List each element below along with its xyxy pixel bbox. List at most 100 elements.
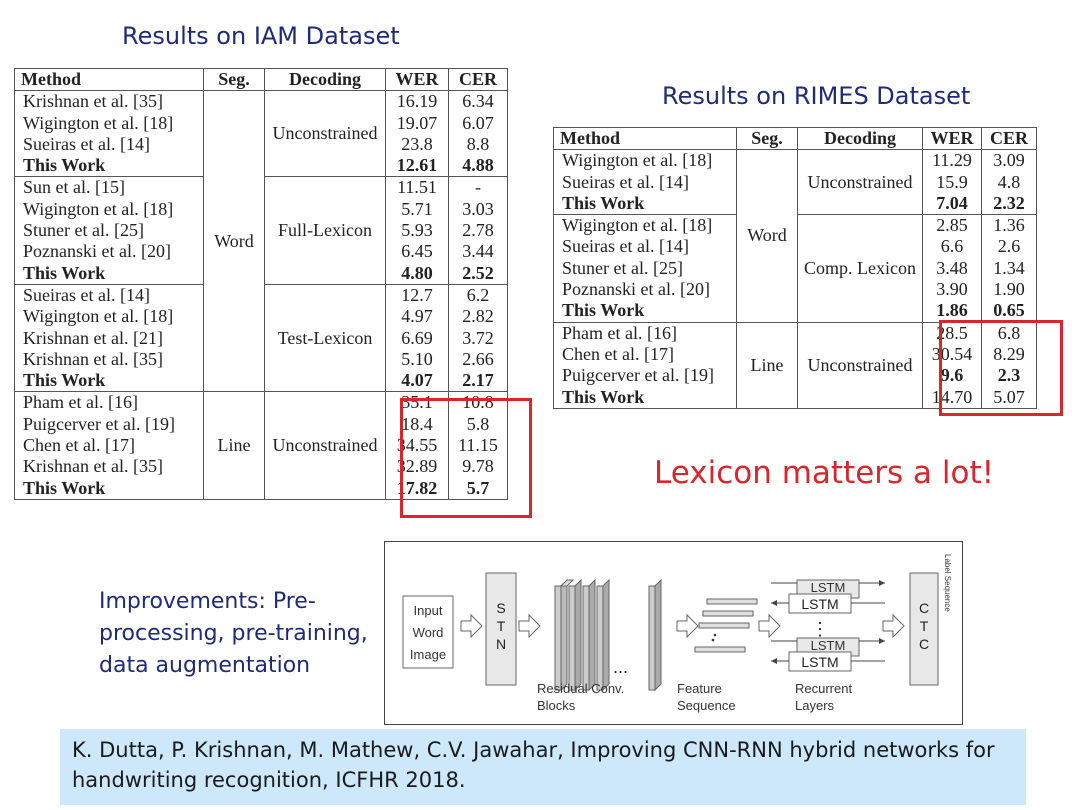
table-row: Stuner et al. [25] 5.93 2.78 bbox=[14, 220, 508, 242]
table-row: This Work 4.07 2.17 bbox=[14, 370, 508, 393]
iam-header-seg: Seg. bbox=[203, 67, 265, 92]
method-cell: Poznanski et al. [20] bbox=[553, 279, 737, 301]
cer-cell: 6.34 bbox=[448, 90, 508, 113]
method-cell: Sueiras et al. [14] bbox=[14, 133, 204, 156]
feature-label-2: Sequence bbox=[677, 698, 736, 713]
ctc-letter-c2: C bbox=[919, 636, 929, 652]
rimes-results-table: Method Seg. Decoding WER CER Wigington et al… bbox=[553, 126, 1037, 409]
table-row: Wigington et al. [18] Comp. Lexicon 2.85 1.… bbox=[553, 214, 1037, 323]
method-cell: Sueiras et al. [14] bbox=[14, 283, 204, 307]
method-cell: Krishnan et al. [35] bbox=[14, 348, 204, 371]
cer-cell: 1.90 bbox=[981, 279, 1037, 301]
table-row: Poznanski et al. [20] 6.45 3.44 bbox=[14, 241, 508, 263]
rimes-title: Results on RIMES Dataset bbox=[662, 82, 971, 110]
method-cell: This Work bbox=[14, 370, 204, 393]
table-row: Wigington et al. [18] 4.97 2.82 bbox=[14, 306, 508, 328]
decoding-cell: Unconstrained bbox=[797, 149, 923, 216]
rimes-header-row: Method Seg. Decoding WER CER bbox=[553, 126, 1037, 151]
residual-conv-blocks bbox=[554, 578, 662, 692]
table-row: This Work 14.70 5.07 bbox=[553, 386, 1037, 409]
table-row: Puigcerver et al. [19] 9.6 2.3 bbox=[553, 365, 1037, 387]
cer-cell: 2.32 bbox=[981, 192, 1037, 216]
cer-cell: 3.03 bbox=[448, 198, 508, 221]
wer-cell: 3.90 bbox=[922, 279, 982, 301]
table-row: Poznanski et al. [20] 3.90 1.90 bbox=[553, 279, 1037, 301]
residual-label-1: Residual Conv. bbox=[537, 681, 624, 696]
wer-cell: 6.69 bbox=[385, 327, 449, 349]
table-row: This Work 1.86 0.65 bbox=[553, 300, 1037, 323]
lexicon-matters-note: Lexicon matters a lot! bbox=[654, 455, 995, 491]
cer-cell: 8.29 bbox=[981, 343, 1037, 366]
method-cell: Sueiras et al. [14] bbox=[553, 171, 737, 193]
iam-header-cer: CER bbox=[448, 67, 508, 92]
table-row: Chen et al. [17] 30.54 8.29 bbox=[553, 343, 1037, 366]
table-row: Puigcerver et al. [19] 18.4 5.8 bbox=[14, 413, 508, 436]
cer-cell: - bbox=[448, 176, 508, 199]
method-cell: This Work bbox=[553, 192, 737, 216]
method-cell: Stuner et al. [25] bbox=[14, 220, 204, 242]
input-word-image-box bbox=[402, 595, 454, 669]
method-cell: Pham et al. [16] bbox=[553, 321, 737, 344]
lstm-stack-top bbox=[771, 579, 885, 614]
segmentation-cell: Word bbox=[203, 90, 265, 393]
wer-cell: 7.04 bbox=[922, 192, 982, 216]
table-row: Wigington et al. [18] Word Unconstrained 11… bbox=[553, 149, 1037, 323]
table-row: Wigington et al. [18] 5.71 3.03 bbox=[14, 198, 508, 221]
method-cell: Chen et al. [17] bbox=[553, 343, 737, 366]
input-label-1: Input bbox=[414, 603, 443, 618]
segmentation-cell: Line bbox=[203, 391, 265, 500]
label-sequence-text: Label Sequence bbox=[943, 554, 952, 612]
wer-cell: 2.85 bbox=[922, 214, 982, 237]
cer-cell: 6.2 bbox=[448, 283, 508, 307]
cer-cell: 2.17 bbox=[448, 370, 508, 393]
wer-cell: 11.51 bbox=[385, 176, 449, 199]
wer-cell: 5.71 bbox=[385, 198, 449, 221]
cer-cell: 4.88 bbox=[448, 155, 508, 178]
method-cell: Wigington et al. [18] bbox=[14, 198, 204, 221]
method-cell: Pham et al. [16] bbox=[14, 391, 204, 414]
method-cell: Krishnan et al. [35] bbox=[14, 90, 204, 113]
stn-block bbox=[485, 572, 517, 686]
method-cell: Sueiras et al. [14] bbox=[553, 236, 737, 258]
citation-box: K. Dutta, P. Krishnan, M. Mathew, C.V. J… bbox=[60, 729, 1026, 805]
ctc-letter-c1: C bbox=[919, 600, 929, 616]
stn-letter-n: N bbox=[496, 636, 506, 652]
method-cell: Puigcerver et al. [19] bbox=[14, 413, 204, 436]
rimes-header-decoding: Decoding bbox=[797, 126, 923, 151]
table-row: Sueiras et al. [14] Test-Lexicon 12.7 6.2 bbox=[14, 283, 508, 393]
decoding-cell: Full-Lexicon bbox=[264, 176, 386, 285]
cer-cell: 5.07 bbox=[981, 386, 1037, 409]
conv-ellipsis: ... bbox=[613, 657, 628, 677]
wer-cell: 6.6 bbox=[922, 236, 982, 258]
method-cell: Poznanski et al. [20] bbox=[14, 241, 204, 263]
table-row: Krishnan et al. [35] Word Unconstrained 16.… bbox=[14, 90, 508, 393]
segmentation-cell: Line bbox=[736, 321, 798, 409]
lstm-label-bottom-back: LSTM bbox=[811, 638, 846, 653]
table-row: Sueiras et al. [14] 6.6 2.6 bbox=[553, 236, 1037, 258]
improvements-text: Improvements: Pre-processing, pre-traini… bbox=[99, 589, 368, 678]
rimes-header-seg: Seg. bbox=[736, 126, 798, 151]
iam-line-highlight-box bbox=[400, 398, 532, 518]
input-label-2: Word bbox=[413, 625, 444, 640]
table-row: Stuner et al. [25] 3.48 1.34 bbox=[553, 257, 1037, 280]
architecture-diagram-svg: Input Word Image S T N ... Residual Conv… bbox=[402, 554, 952, 713]
wer-cell: 4.97 bbox=[385, 306, 449, 328]
table-row: Krishnan et al. [35] 32.89 9.78 bbox=[14, 456, 508, 478]
wer-cell: 12.7 bbox=[385, 283, 449, 307]
method-cell: This Work bbox=[14, 477, 204, 500]
lstm-label-bottom: LSTM bbox=[801, 654, 838, 670]
method-cell: Krishnan et al. [21] bbox=[14, 327, 204, 349]
cer-cell: 5.7 bbox=[448, 477, 508, 500]
cer-cell: 0.65 bbox=[981, 300, 1037, 323]
residual-label-2: Blocks bbox=[537, 698, 576, 713]
cer-cell: 1.36 bbox=[981, 214, 1037, 237]
architecture-diagram: Input Word Image S T N ... Residual Conv… bbox=[384, 541, 963, 725]
segmentation-cell: Word bbox=[736, 149, 798, 323]
cer-cell: 2.6 bbox=[981, 236, 1037, 258]
wer-cell: 19.07 bbox=[385, 112, 449, 134]
cer-cell: 2.82 bbox=[448, 306, 508, 328]
method-cell: Puigcerver et al. [19] bbox=[553, 365, 737, 387]
arrow-conv-feature bbox=[676, 613, 699, 639]
cer-cell: 9.78 bbox=[448, 456, 508, 478]
table-row: Wigington et al. [18] 19.07 6.07 bbox=[14, 112, 508, 134]
